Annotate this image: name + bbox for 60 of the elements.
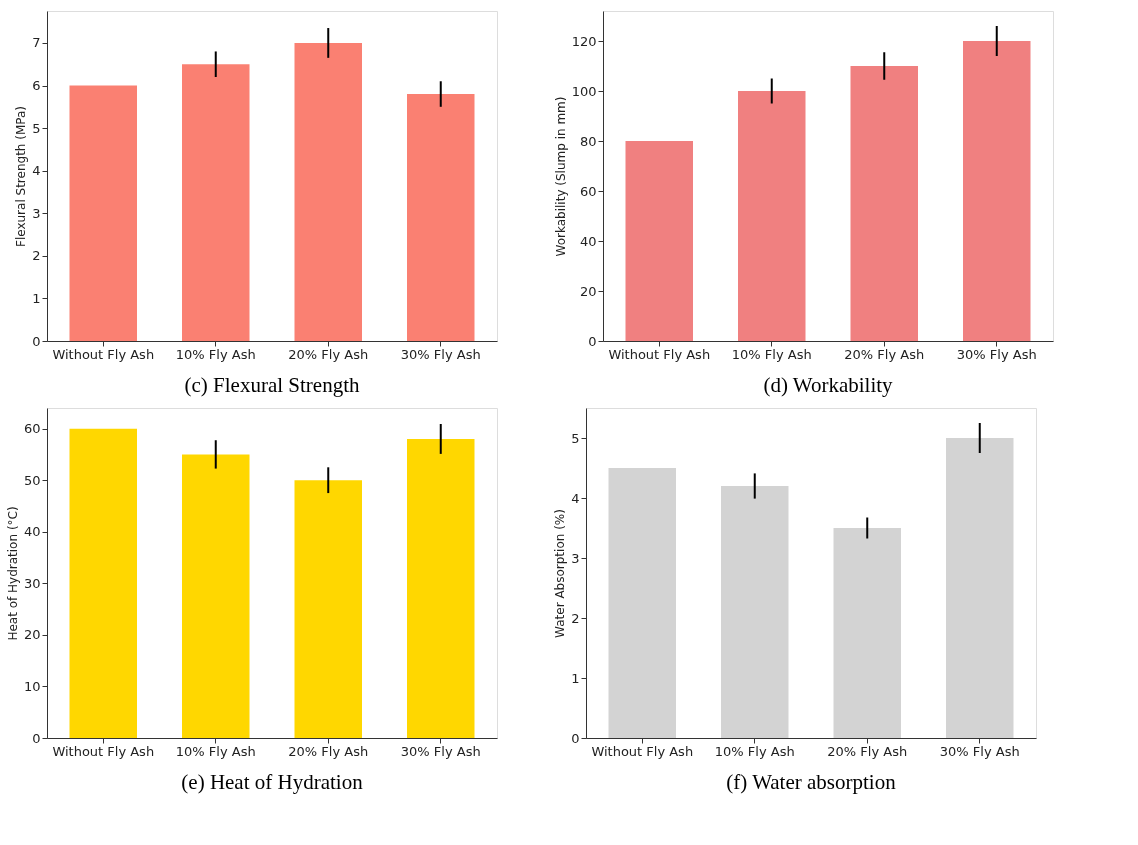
bar bbox=[608, 468, 676, 738]
bar bbox=[625, 141, 693, 341]
y-tick-label: 60 bbox=[579, 183, 597, 199]
x-tick-label: Without Fly Ash bbox=[608, 346, 711, 362]
x-tick-label: 20% Fly Ash bbox=[288, 743, 369, 759]
y-tick-label: 60 bbox=[23, 421, 41, 437]
y-tick-label: 2 bbox=[32, 248, 41, 264]
bar bbox=[721, 486, 789, 738]
y-axis-title: Flexural Strength (MPa) bbox=[14, 105, 29, 248]
y-tick-label: 3 bbox=[571, 550, 580, 566]
y-tick-label: 0 bbox=[588, 333, 597, 349]
x-tick-label: 10% Fly Ash bbox=[731, 346, 812, 362]
x-tick-label: 30% Fly Ash bbox=[400, 743, 481, 759]
y-tick-label: 40 bbox=[23, 524, 41, 540]
x-tick-label: Without Fly Ash bbox=[52, 743, 155, 759]
y-tick-label: 10 bbox=[23, 678, 41, 694]
y-tick-label: 6 bbox=[32, 78, 41, 94]
x-tick-label: 30% Fly Ash bbox=[956, 346, 1037, 362]
y-tick-label: 30 bbox=[23, 575, 41, 591]
y-tick-label: 7 bbox=[32, 35, 41, 51]
x-tick-label: Without Fly Ash bbox=[591, 743, 694, 759]
y-tick-label: 50 bbox=[23, 472, 41, 488]
y-axis-title: Water Absorption (%) bbox=[553, 509, 568, 638]
x-tick-label: 20% Fly Ash bbox=[288, 346, 369, 362]
y-tick-label: 1 bbox=[32, 290, 41, 306]
text: (e) Heat of Hydration bbox=[181, 770, 364, 794]
y-tick-label: 80 bbox=[579, 133, 597, 149]
x-tick-label: Without Fly Ash bbox=[52, 346, 155, 362]
x-tick-label: 10% Fly Ash bbox=[175, 743, 256, 759]
x-tick-label: 30% Fly Ash bbox=[400, 346, 481, 362]
bar bbox=[963, 41, 1031, 341]
y-tick-label: 1 bbox=[571, 670, 580, 686]
bar bbox=[738, 91, 806, 341]
y-tick-label: 20 bbox=[23, 627, 41, 643]
x-tick-label: 20% Fly Ash bbox=[827, 743, 908, 759]
bar bbox=[946, 438, 1014, 738]
x-tick-label: 30% Fly Ash bbox=[939, 743, 1020, 759]
x-tick-label: 20% Fly Ash bbox=[844, 346, 925, 362]
bar bbox=[850, 66, 918, 341]
y-tick-label: 5 bbox=[32, 120, 41, 136]
y-tick-label: 20 bbox=[579, 283, 597, 299]
y-tick-label: 4 bbox=[571, 490, 580, 506]
y-tick-label: 4 bbox=[32, 163, 41, 179]
y-tick-label: 3 bbox=[32, 205, 41, 221]
x-tick-label: 10% Fly Ash bbox=[714, 743, 795, 759]
y-tick-label: 5 bbox=[571, 430, 580, 446]
y-tick-label: 0 bbox=[571, 730, 580, 746]
y-tick-label: 40 bbox=[579, 233, 597, 249]
y-axis-title: Workability (Slump in mm) bbox=[553, 96, 568, 257]
bar bbox=[833, 528, 901, 738]
x-tick-label: 10% Fly Ash bbox=[175, 346, 256, 362]
y-tick-label: 0 bbox=[32, 730, 41, 746]
y-tick-label: 2 bbox=[571, 610, 580, 626]
y-tick-label: 120 bbox=[571, 33, 597, 49]
text: (c) Flexural Strength bbox=[184, 373, 360, 397]
text: (d) Workability bbox=[763, 373, 894, 397]
y-tick-label: 0 bbox=[32, 333, 41, 349]
y-axis-title: Heat of Hydration (°C) bbox=[5, 506, 20, 641]
text: (f) Water absorption bbox=[726, 770, 897, 794]
y-tick-label: 100 bbox=[571, 83, 597, 99]
